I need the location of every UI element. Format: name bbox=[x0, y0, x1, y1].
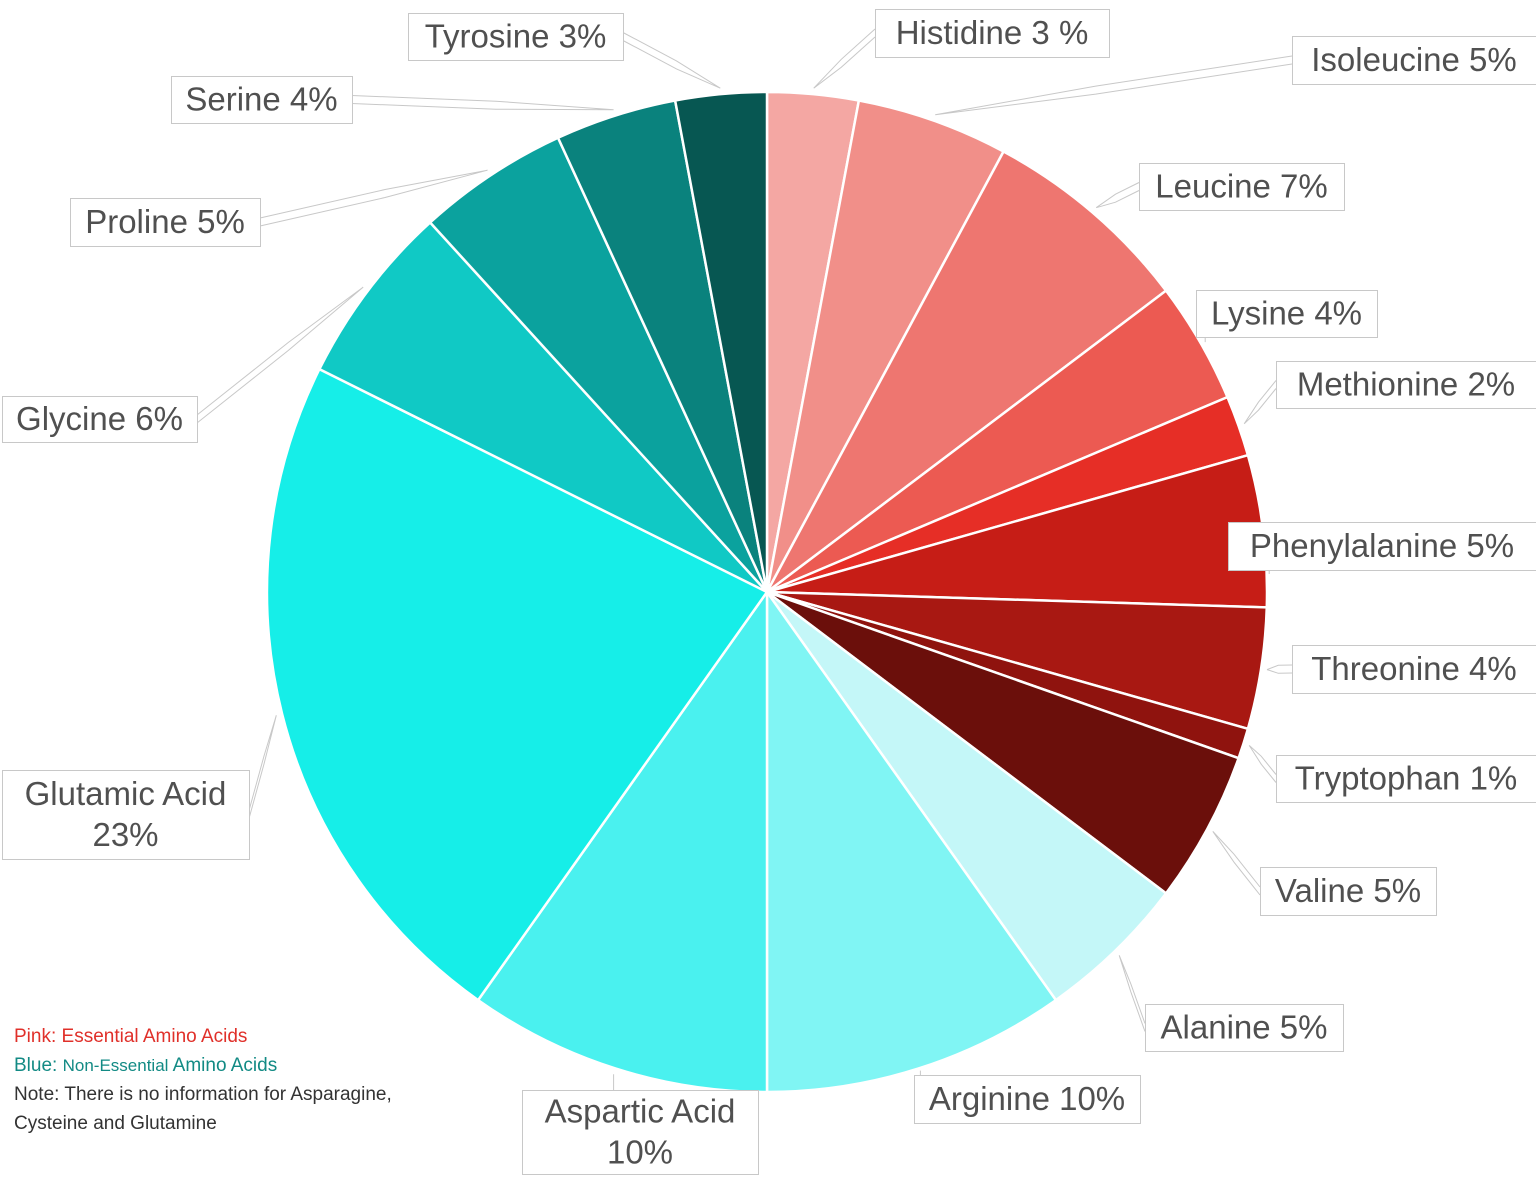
pie-slices bbox=[267, 92, 1267, 1092]
pink-text: Essential Amino Acids bbox=[62, 1026, 248, 1047]
data-label-glycine: Glycine 6% bbox=[16, 400, 183, 437]
leader-line-methionine bbox=[1244, 381, 1276, 424]
data-label-glutamic-acid-line-1: Glutamic Acid bbox=[25, 775, 227, 812]
data-label-threonine: Threonine 4% bbox=[1311, 650, 1516, 687]
data-label-lysine: Lysine 4% bbox=[1211, 295, 1362, 332]
blue-text-b: Amino Acids bbox=[173, 1055, 278, 1076]
data-label-histidine: Histidine 3 % bbox=[896, 14, 1089, 51]
leader-line-tyrosine bbox=[623, 33, 720, 89]
leader-line-tryptophan bbox=[1249, 745, 1276, 782]
data-label-phenylalanine: Phenylalanine 5% bbox=[1250, 527, 1514, 564]
data-label-valine: Valine 5% bbox=[1275, 872, 1421, 909]
leader-line-histidine bbox=[814, 29, 875, 88]
leader-line-threonine bbox=[1267, 665, 1292, 673]
data-label-glutamic-acid-line-2: 23% bbox=[92, 816, 158, 853]
pink-key: Pink: bbox=[14, 1026, 56, 1047]
leader-line-serine bbox=[352, 96, 614, 110]
leader-line-isoleucine bbox=[935, 56, 1292, 115]
note-line-2: Cysteine and Glutamine bbox=[14, 1109, 484, 1138]
data-label-aspartic-acid-line-2: 10% bbox=[607, 1134, 673, 1171]
pink-note: Pink: Essential Amino Acids bbox=[14, 1022, 484, 1051]
data-label-serine: Serine 4% bbox=[185, 81, 337, 118]
leader-line-glutamic-acid bbox=[249, 715, 276, 818]
leader-line-alanine bbox=[1119, 955, 1145, 1031]
note-line-1: Note: There is no information for Aspara… bbox=[14, 1080, 484, 1109]
data-label-isoleucine: Isoleucine 5% bbox=[1311, 41, 1516, 78]
data-label-aspartic-acid-line-1: Aspartic Acid bbox=[545, 1093, 736, 1130]
data-label-arginine: Arginine 10% bbox=[929, 1080, 1125, 1117]
blue-note: Blue: Non-Essential Amino Acids bbox=[14, 1051, 484, 1080]
data-label-tryptophan: Tryptophan 1% bbox=[1295, 760, 1518, 797]
leader-line-leucine bbox=[1096, 183, 1139, 208]
data-label-methionine: Methionine 2% bbox=[1297, 366, 1515, 403]
blue-key: Blue: bbox=[14, 1055, 57, 1076]
leader-line-valine bbox=[1213, 831, 1260, 895]
data-label-alanine: Alanine 5% bbox=[1161, 1009, 1328, 1046]
data-label-leucine: Leucine 7% bbox=[1155, 168, 1327, 205]
data-label-tyrosine: Tyrosine 3% bbox=[425, 18, 607, 55]
data-label-proline: Proline 5% bbox=[85, 203, 245, 240]
legend-notes: Pink: Essential Amino Acids Blue: Non-Es… bbox=[14, 1022, 484, 1138]
blue-text-a: Non-Essential bbox=[63, 1056, 169, 1075]
